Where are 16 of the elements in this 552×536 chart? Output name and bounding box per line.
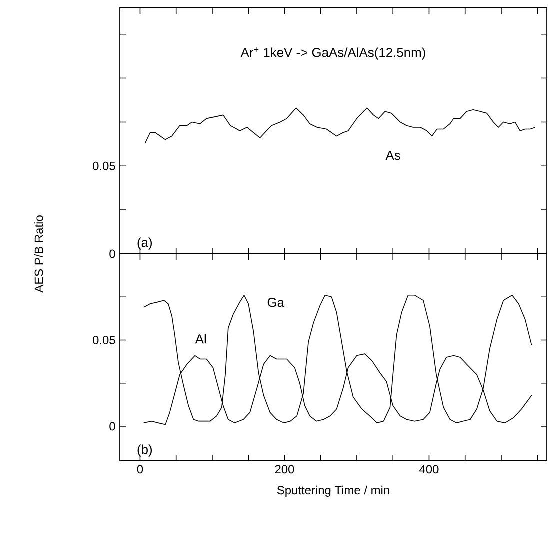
x-axis-title: Sputtering Time / min — [277, 486, 390, 497]
y-tick-label: 0 — [110, 422, 116, 431]
x-tick-label: 200 — [275, 465, 294, 474]
text: Ar$^{+}$ 1keV -> GaAs/AlAs(12.5nm) — [240, 48, 426, 60]
y-axis-title: AES P/B Ratio — [34, 216, 44, 293]
annotation: (b) — [138, 444, 152, 457]
x-tick-label: 0 — [137, 465, 144, 474]
annotation: Al — [195, 334, 206, 344]
y-tick-label: 0 — [110, 250, 116, 258]
x-tick-label: 400 — [420, 465, 439, 474]
annotation: Ga — [268, 298, 284, 308]
y-tick-label: 0.05 — [93, 336, 116, 344]
annotation: (a) — [138, 238, 152, 250]
y-tick-label: 0.05 — [93, 162, 116, 170]
annotation: As — [386, 151, 400, 160]
line-series — [144, 108, 536, 144]
